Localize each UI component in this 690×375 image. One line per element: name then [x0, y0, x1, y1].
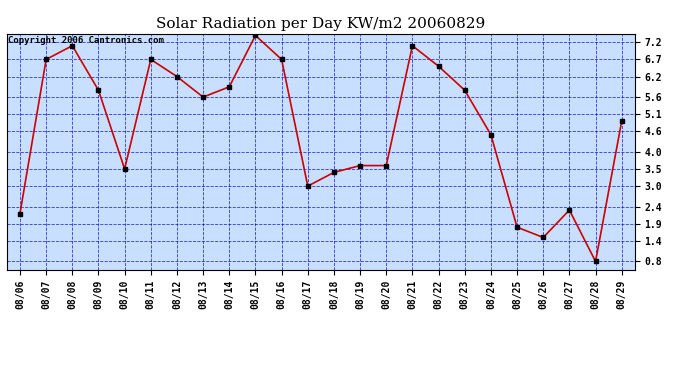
Text: Copyright 2006 Cantronics.com: Copyright 2006 Cantronics.com [8, 36, 164, 45]
Title: Solar Radiation per Day KW/m2 20060829: Solar Radiation per Day KW/m2 20060829 [156, 17, 486, 31]
